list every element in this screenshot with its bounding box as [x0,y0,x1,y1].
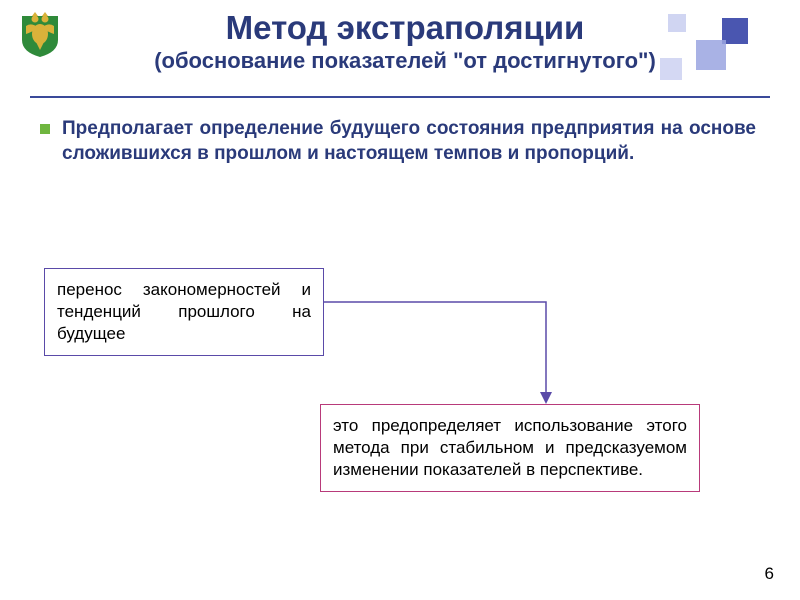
definition-paragraph: Предполагает определение будущего состоя… [62,116,756,166]
page-number: 6 [765,564,774,584]
slide-title: Метод экстраполяции [70,10,740,46]
bullet-icon [40,124,50,134]
box-predetermines-use: это предопределяет использование этого м… [320,404,700,492]
state-emblem [18,10,62,58]
arrow-head [540,392,552,404]
title-underline [30,96,770,98]
arrow-line [324,302,546,400]
slide-subtitle: (обоснование показателей "от достигнутог… [70,48,740,74]
box-transfer-patterns: перенос закономерностей и тенденций прош… [44,268,324,356]
slide-title-block: Метод экстраполяции (обоснование показат… [70,10,740,75]
